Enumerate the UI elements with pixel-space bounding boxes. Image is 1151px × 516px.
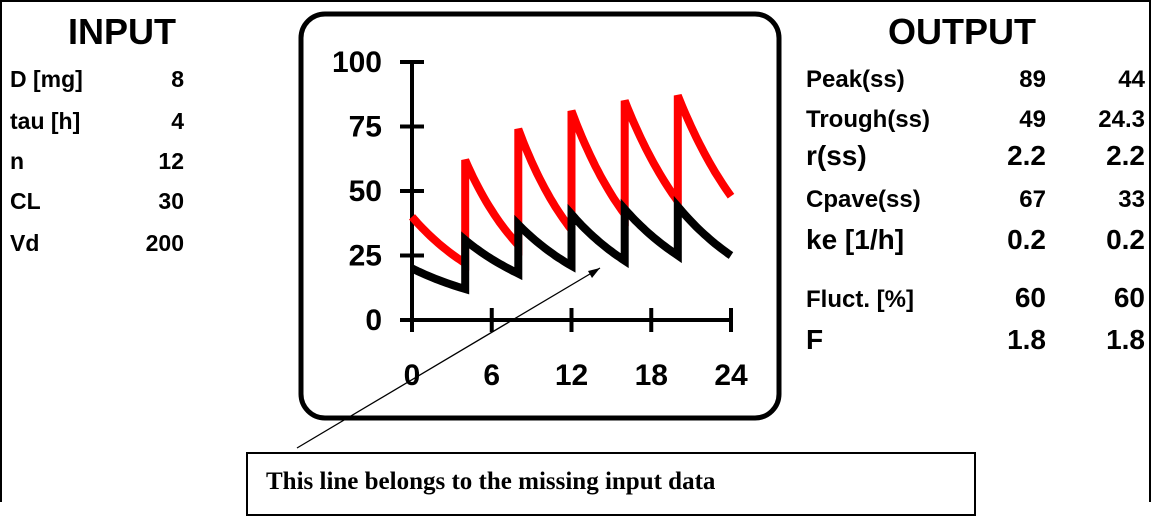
input-value-n: 12 [158,148,184,174]
page-frame: 100 75 50 25 00 6 12 18 24 [0,0,1151,502]
y-tick-label: 75 [349,111,382,144]
output-label-r: r(ss) [806,140,867,171]
output-label-trough: Trough(ss) [806,106,930,133]
x-tick-label: 24 [714,359,748,392]
x-tick-label: 6 [483,359,500,392]
outer-border [0,0,1151,502]
output-value1-f: 1.8 [1007,324,1046,355]
output-title: OUTPUT [888,11,1036,52]
input-label-vd: Vd [10,230,40,256]
output-label-f: F [806,324,824,355]
output-value1-r: 2.2 [1007,140,1046,171]
red-concentration-series [409,93,735,271]
output-value1-cpave: 67 [1019,186,1046,213]
annotation-arrowhead [588,268,600,278]
y-tick-label: 50 [349,175,382,208]
input-label-tau: tau [h] [10,108,81,134]
output-label-cpave: Cpave(ss) [806,186,921,213]
x-tick-label: 0 [404,359,421,392]
output-value1-trough: 49 [1019,106,1046,133]
input-label-dose: D [mg] [10,66,83,92]
input-value-vd: 200 [145,230,184,256]
output-label-fluct: Fluct. [%] [806,286,914,313]
output-value2-fluct: 60 [1113,282,1145,313]
input-value-cl: 30 [158,188,184,214]
annotation-text: This line belongs to the missing input d… [266,468,716,495]
output-value2-peak: 44 [1118,66,1145,93]
output-value2-cpave: 33 [1118,186,1145,213]
output-value1-ke: 0.2 [1007,224,1046,255]
input-label-cl: CL [10,188,41,214]
y-tick-label: 100 [332,46,382,79]
output-value2-f: 1.8 [1106,324,1145,355]
input-label-n: n [10,148,25,174]
input-value-tau: 4 [171,108,184,134]
output-value2-trough: 24.3 [1098,106,1145,133]
x-tick-label: 18 [635,359,668,392]
output-label-ke: ke [1/h] [806,224,905,255]
output-value1-fluct: 60 [1014,282,1046,313]
annotation-pointer-line [296,267,601,449]
output-value1-peak: 89 [1019,66,1046,93]
output-value2-ke: 0.2 [1106,224,1145,255]
chart-frame [298,11,782,421]
x-tick-label: 12 [555,359,588,392]
y-tick-label: 25 [349,240,382,273]
output-value2-r: 2.2 [1106,140,1145,171]
chart-area: 100 75 50 25 00 6 12 18 24 [332,46,748,392]
input-value-dose: 8 [171,66,184,92]
output-label-peak: Peak(ss) [806,66,905,93]
y-tick-label: 0 [365,304,382,337]
annotation-box: This line belongs to the missing input d… [246,452,976,516]
input-title: INPUT [68,11,176,52]
black-concentration-series [410,195,734,295]
